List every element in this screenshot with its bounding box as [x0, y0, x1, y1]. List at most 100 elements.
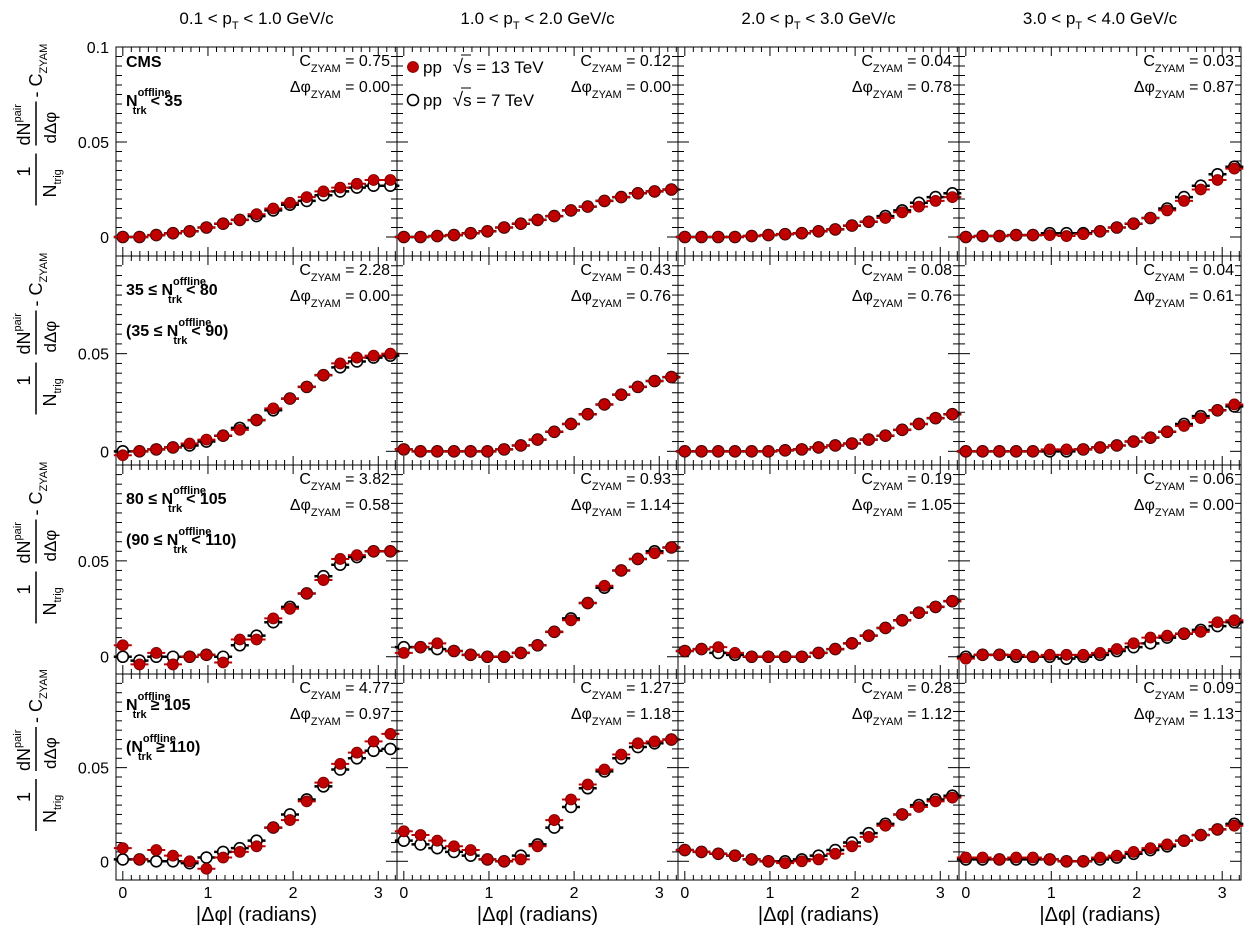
- y-tick-label: 0.05: [78, 761, 109, 778]
- point-pp13: [514, 647, 527, 659]
- point-pp13: [1178, 627, 1190, 640]
- czyam-label: CZYAM = 0.19: [861, 471, 952, 493]
- point-pp13: [1228, 162, 1241, 175]
- point-pp13: [233, 633, 246, 646]
- point-pp13: [678, 231, 691, 243]
- point-pp13: [133, 445, 146, 458]
- point-pp13: [665, 183, 678, 196]
- point-pp13: [133, 231, 146, 243]
- point-pp13: [1010, 445, 1023, 458]
- point-pp13: [846, 219, 858, 232]
- y-title-ntrig: Ntrig: [40, 795, 64, 823]
- point-pp13: [912, 801, 925, 813]
- point-pp13: [678, 844, 691, 856]
- point-pp13: [1161, 629, 1174, 642]
- y-title-ntrig: Ntrig: [40, 587, 64, 615]
- point-pp13: [284, 196, 296, 209]
- point-pp13: [1094, 647, 1106, 659]
- point-pp13: [812, 647, 825, 659]
- y-axis-title: 1 Ntrig dNpair dΔφ - CZYAM: [12, 462, 64, 624]
- czyam-label: CZYAM = 1.27: [580, 680, 671, 702]
- point-pp13: [565, 614, 577, 627]
- point-pp13: [250, 840, 263, 853]
- point-pp13: [795, 443, 808, 456]
- point-pp13: [665, 371, 678, 384]
- point-pp13: [1043, 443, 1056, 456]
- point-pp13: [1194, 625, 1207, 638]
- point-pp13: [879, 429, 892, 442]
- point-pp13: [317, 185, 330, 198]
- point-pp13: [1144, 431, 1157, 444]
- point-pp13: [896, 206, 909, 219]
- point-pp13: [133, 658, 146, 671]
- dphi-zyam-label: ΔφZYAM = 0.00: [1134, 497, 1234, 519]
- point-pp13: [812, 853, 825, 866]
- y-title-dn: dNpair: [12, 729, 34, 771]
- point-pp13: [267, 821, 280, 834]
- point-pp13: [183, 855, 196, 868]
- point-pp13: [250, 208, 263, 221]
- x-tick-label: 1: [204, 885, 213, 902]
- x-tick-label: 0: [118, 885, 127, 902]
- point-pp13: [414, 445, 427, 458]
- point-pp13: [795, 227, 808, 240]
- panel-frame: [958, 673, 1242, 881]
- y-tick-label: 0: [100, 230, 109, 247]
- point-pp13: [581, 778, 594, 791]
- point-pp13: [300, 191, 313, 204]
- point-pp13: [1211, 404, 1224, 417]
- legend-label-pp7: pp √s = 7 TeV: [423, 90, 535, 111]
- point-pp13: [531, 213, 544, 226]
- point-pp13: [1060, 648, 1073, 661]
- y-axis-title: 1 Ntrig dNpair dΔφ - CZYAM: [12, 669, 64, 831]
- point-pp13: [712, 847, 725, 860]
- row-label-13tev: 80 ≤ Noffline trk< 105: [126, 485, 227, 515]
- point-pp13: [1161, 204, 1174, 217]
- point-pp13: [1043, 648, 1056, 661]
- point-pp13: [712, 445, 725, 458]
- point-pp13: [481, 225, 494, 238]
- point-pp13: [317, 369, 330, 382]
- point-pp13: [183, 650, 196, 663]
- x-tick-label: 3: [655, 885, 664, 902]
- point-pp13: [712, 231, 725, 243]
- point-pp13: [846, 637, 858, 650]
- point-pp13: [498, 855, 511, 868]
- point-pp13: [350, 177, 363, 190]
- point-pp13: [300, 380, 313, 393]
- point-pp13: [1094, 441, 1106, 454]
- dphi-zyam-label: ΔφZYAM = 0.61: [1134, 288, 1234, 310]
- point-pp13: [397, 647, 410, 659]
- point-pp13: [993, 853, 1006, 866]
- point-pp13: [448, 229, 460, 242]
- point-pp13: [581, 408, 594, 421]
- point-pp13: [598, 579, 611, 592]
- point-pp13: [1043, 853, 1056, 866]
- point-pp13: [531, 433, 544, 446]
- point-pp13: [762, 650, 775, 663]
- row-label-13tev: 35 ≤ Noffline trk< 80: [126, 276, 218, 306]
- row-label-13tev: Noffline trk< 35: [126, 87, 182, 117]
- point-pp13: [284, 602, 296, 615]
- point-pp13: [896, 423, 909, 436]
- point-pp13: [959, 851, 972, 864]
- point-pp13: [631, 187, 644, 200]
- point-pp13: [1194, 412, 1207, 425]
- point-pp13: [896, 614, 909, 627]
- legend: pp √s = 13 TeV pp √s = 7 TeV: [406, 54, 544, 111]
- y-title-dn: dNpair: [12, 313, 34, 355]
- point-pp13: [695, 231, 708, 243]
- point-pp13: [267, 202, 280, 215]
- point-pp13: [779, 444, 792, 457]
- point-pp7: [116, 853, 130, 866]
- point-pp13: [150, 229, 163, 242]
- point-pp13: [367, 349, 380, 362]
- row-label-7tev: (90 ≤ Noffline trk< 110): [126, 526, 236, 556]
- point-pp13: [1144, 842, 1157, 855]
- y-title-dn: dNpair: [12, 104, 34, 146]
- panel-3-2: [675, 673, 962, 881]
- point-pp13: [912, 200, 925, 213]
- point-pp13: [133, 853, 146, 866]
- point-pp13: [862, 215, 875, 228]
